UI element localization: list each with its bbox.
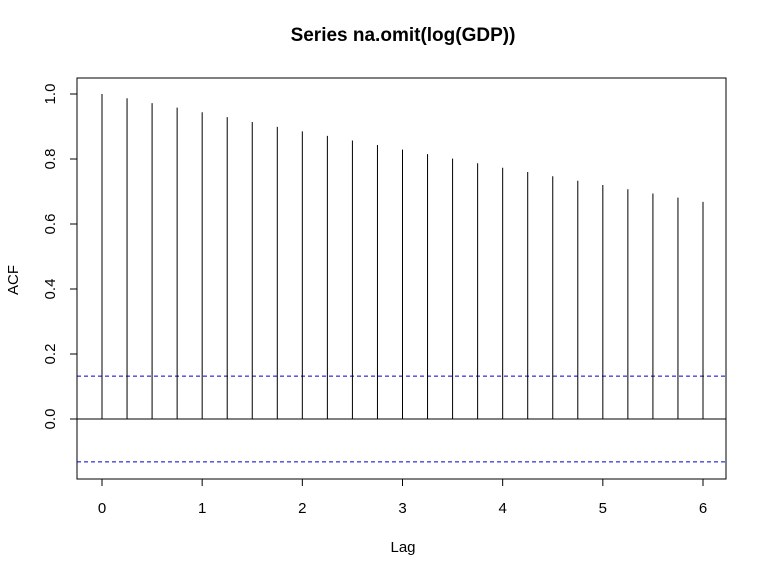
x-tick-label: 6 <box>699 500 707 517</box>
x-tick-label: 1 <box>198 500 206 517</box>
plot-layer: 0 1 2 3 4 5 6 0.0 0.2 0.4 0.6 0.8 1.0 <box>42 84 726 517</box>
x-tick-label: 4 <box>498 500 506 517</box>
y-tick-label: 0.0 <box>42 409 59 430</box>
y-axis-label: ACF <box>5 265 22 295</box>
x-tick-label: 3 <box>398 500 406 517</box>
y-tick-label: 0.6 <box>42 214 59 235</box>
y-tick-label: 0.4 <box>42 279 59 300</box>
y-tick-label: 1.0 <box>42 84 59 105</box>
x-tick-label: 5 <box>599 500 607 517</box>
x-tick-label: 0 <box>98 500 106 517</box>
x-tick-label: 2 <box>298 500 306 517</box>
y-tick-label: 0.2 <box>42 344 59 365</box>
x-axis-label: Lag <box>390 539 415 556</box>
y-tick-label: 0.8 <box>42 149 59 170</box>
chart-title: Series na.omit(log(GDP)) <box>291 25 516 46</box>
